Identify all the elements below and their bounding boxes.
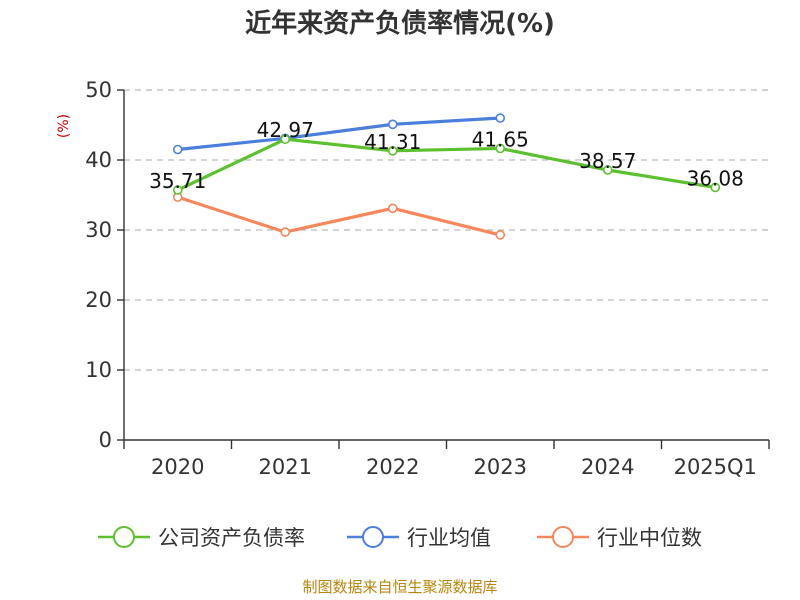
x-tick-label: 2025Q1: [674, 455, 757, 479]
data-point: [495, 143, 506, 154]
legend-label: 行业均值: [407, 526, 491, 550]
data-point: [172, 185, 183, 195]
data-label: 41.31: [364, 130, 421, 154]
data-point: [387, 203, 398, 214]
data-point: [495, 230, 506, 240]
y-tick-label: 0: [99, 428, 112, 452]
x-tick-label: 2021: [259, 455, 312, 479]
y-tick-label: 10: [85, 358, 112, 382]
data-point: [387, 146, 398, 156]
y-tick-label: 40: [85, 148, 112, 172]
data-point: [387, 119, 398, 130]
series-group: [172, 113, 721, 240]
data-label: 38.57: [579, 149, 636, 173]
data-label: 35.71: [149, 169, 206, 193]
legend-label: 行业中位数: [597, 526, 702, 550]
series-line-1: [177, 116, 501, 152]
series-line-2: [177, 195, 501, 237]
legend-item-1[interactable]: 行业均值: [347, 526, 491, 550]
source-note: 制图数据来自恒生聚源数据库: [302, 578, 497, 596]
x-tick-label: 2023: [474, 455, 527, 479]
y-axis-unit: (%): [56, 114, 72, 138]
legend-marker: [552, 526, 574, 548]
data-labels: 35.71 42.97 41.31 41.65 38.57 36.08: [149, 118, 744, 193]
legend-label: 公司资产负债率: [158, 526, 305, 550]
data-point: [280, 134, 291, 145]
y-tick-label: 30: [85, 218, 112, 242]
data-label: 36.08: [687, 166, 744, 190]
chart-title: 近年来资产负债率情况(%): [245, 8, 555, 39]
legend-item-2[interactable]: 行业中位数: [537, 526, 702, 550]
data-point: [602, 165, 613, 175]
data-point: [280, 227, 291, 237]
x-tick-label: 2022: [366, 455, 419, 479]
y-tick-label: 50: [85, 78, 112, 102]
x-tick-label: 2020: [151, 455, 204, 479]
gridlines: [124, 89, 769, 371]
legend-item-0[interactable]: 公司资产负债率: [98, 526, 305, 550]
series-line-0: [177, 137, 716, 192]
data-point: [710, 182, 721, 193]
data-label: 42.97: [257, 118, 314, 142]
data-label: 41.65: [472, 127, 529, 151]
x-tick-label: 2024: [581, 455, 634, 479]
axes: 0 10 20 30 40 50 2020 2021 2022 2023 2024 2025Q1: [85, 78, 770, 479]
data-point: [172, 144, 183, 155]
y-tick-label: 20: [85, 288, 112, 312]
legend-marker: [113, 526, 135, 548]
legend[interactable]: 公司资产负债率 行业均值 行业中位数: [98, 526, 702, 550]
legend-marker: [362, 526, 384, 548]
data-point: [495, 113, 506, 123]
